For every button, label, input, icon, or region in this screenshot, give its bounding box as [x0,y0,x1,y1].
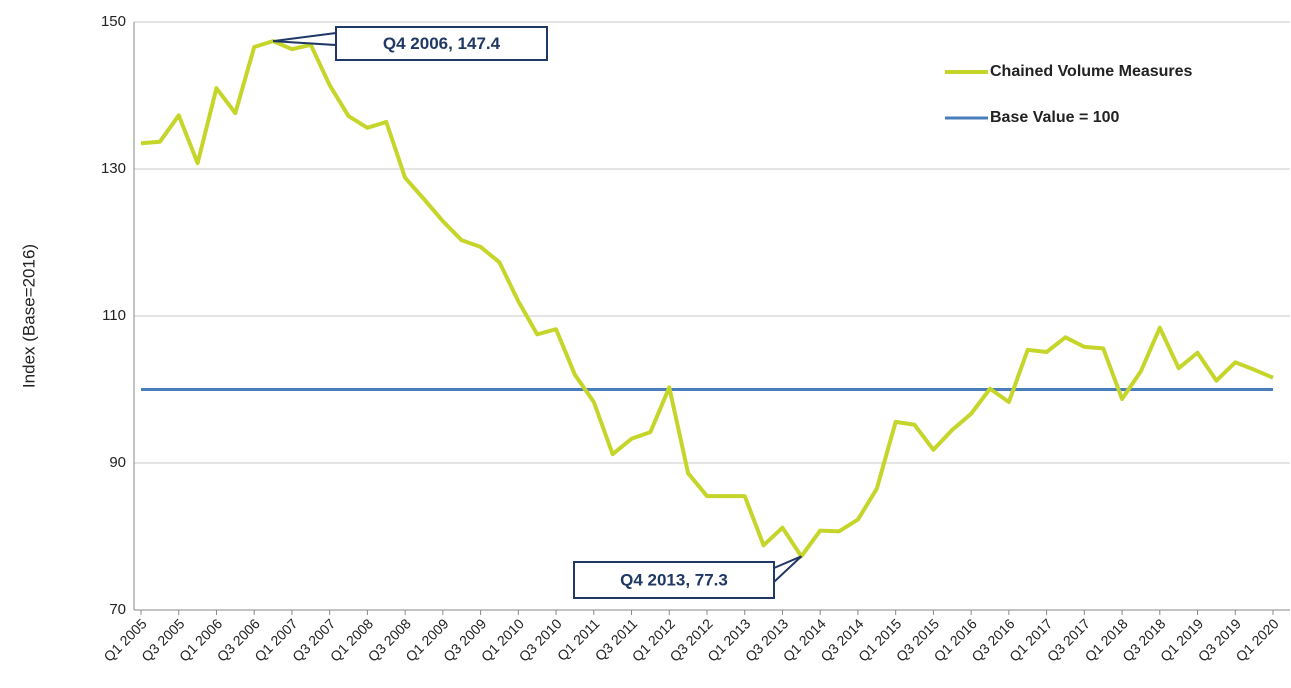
y-tick-label: 70 [109,601,126,618]
y-axis-label: Index (Base=2016) [19,244,38,388]
series-line [140,39,1274,559]
callout-box [573,561,775,599]
legend-label: Chained Volume Measures [990,63,1193,80]
y-tick-label: 150 [101,13,126,30]
callout-label: Q4 2013, 77.3 [620,570,728,589]
callout-label: Q4 2006, 147.4 [383,34,501,53]
y-tick-label: 110 [102,307,126,324]
callout-box [335,26,548,61]
y-tick-label: 130 [101,160,126,177]
callout-pointer [773,555,803,585]
y-tick-label: 90 [109,454,126,471]
legend-label: Base Value = 100 [990,109,1120,126]
